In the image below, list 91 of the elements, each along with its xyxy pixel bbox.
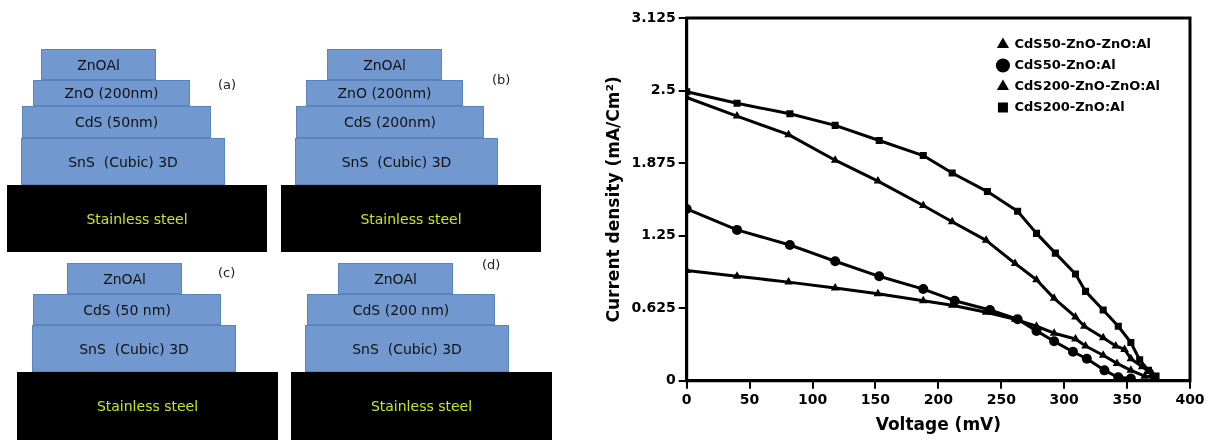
layer-block: CdS (50nm) [22, 106, 211, 138]
substrate-block: Stainless steel [291, 372, 552, 440]
point [784, 277, 793, 285]
layer-block: ZnOAl [41, 49, 156, 80]
layer-block: SnS (Cubic) 3D [305, 325, 509, 372]
point [786, 110, 794, 118]
point [1120, 344, 1129, 352]
x-tick-label: 250 [986, 390, 1017, 407]
point [1079, 321, 1089, 329]
point [918, 200, 928, 208]
text: (b) [492, 72, 511, 87]
y-tick-label: 1.25 [641, 226, 676, 243]
point [874, 271, 885, 282]
point [873, 288, 883, 297]
layer-block: ZnOAl [327, 49, 442, 80]
layer-block: ZnOAl [338, 263, 453, 294]
point [1049, 328, 1059, 336]
x-tick-label: 300 [1049, 390, 1080, 407]
point [1071, 334, 1080, 342]
text: (d) [482, 257, 501, 272]
point [1081, 353, 1092, 364]
point [1014, 207, 1022, 215]
legend-label: CdS50-ZnO:Al [1014, 56, 1116, 72]
point [732, 224, 743, 235]
y-axis-title: Current density (mA/Cm²) [602, 76, 623, 323]
legend-label: CdS200-ZnO-ZnO:Al [1014, 77, 1160, 93]
point [1111, 340, 1121, 349]
point [732, 111, 742, 119]
layer-block: SnS (Cubic) 3D [32, 325, 236, 372]
point [830, 256, 841, 267]
point [732, 271, 742, 279]
point [918, 284, 929, 295]
point [1098, 332, 1108, 341]
point [873, 176, 883, 184]
y-tick-label: 0 [665, 371, 676, 388]
point [918, 295, 928, 304]
y-tick-label: 3.125 [631, 8, 676, 25]
y-tick-label: 0.625 [631, 298, 676, 315]
layer-block: CdS (200nm) [296, 106, 484, 138]
y-tick-label: 2.5 [650, 81, 676, 98]
x-tick-label: 0 [681, 390, 692, 407]
point [1032, 274, 1041, 283]
point [830, 155, 840, 163]
x-tick-label: 100 [797, 390, 828, 407]
layer-block: ZnOAl [67, 263, 182, 294]
x-tick-label: 400 [1175, 390, 1205, 407]
layer-block: ZnO (200nm) [306, 80, 463, 106]
point [1127, 338, 1135, 347]
point [875, 136, 883, 145]
layer-block: CdS (200 nm) [307, 294, 495, 325]
point [919, 152, 927, 160]
point [947, 216, 957, 225]
x-tick-label: 150 [860, 390, 891, 407]
legend-label: CdS50-ZnO-ZnO:Al [1014, 35, 1151, 51]
layer-block: SnS (Cubic) 3D [295, 138, 498, 185]
point [1051, 249, 1059, 257]
point [1049, 293, 1059, 301]
point [1010, 258, 1020, 267]
point [1071, 311, 1080, 320]
point [981, 235, 991, 243]
point [1049, 336, 1060, 347]
point [983, 188, 991, 196]
text: (c) [218, 265, 236, 280]
point [784, 239, 795, 250]
x-tick-label: 350 [1112, 390, 1142, 407]
point [1140, 371, 1150, 379]
x-tick-label: 200 [923, 390, 954, 407]
point [733, 99, 741, 107]
substrate-block: Stainless steel [17, 372, 278, 440]
point [784, 129, 793, 138]
point [831, 121, 839, 129]
text: (a) [218, 77, 237, 92]
point [1082, 287, 1090, 295]
point [1032, 229, 1041, 237]
point [1099, 365, 1110, 376]
point [1126, 353, 1136, 362]
x-tick-label: 50 [739, 390, 760, 407]
layer-block: SnS (Cubic) 3D [21, 138, 225, 185]
substrate-block: Stainless steel [281, 185, 541, 252]
substrate-block: Stainless steel [7, 185, 267, 252]
point [1067, 346, 1078, 357]
point [1099, 306, 1107, 314]
point [948, 169, 956, 177]
point [1071, 270, 1080, 278]
point [1098, 350, 1108, 358]
layer-block: CdS (50 nm) [33, 294, 221, 325]
layer-block: ZnO (200nm) [33, 80, 190, 106]
point [1114, 322, 1122, 330]
legend-label: CdS200-ZnO:Al [1014, 98, 1125, 114]
x-axis-title: Voltage (mV) [875, 414, 1002, 435]
y-tick-label: 1.875 [631, 153, 676, 170]
